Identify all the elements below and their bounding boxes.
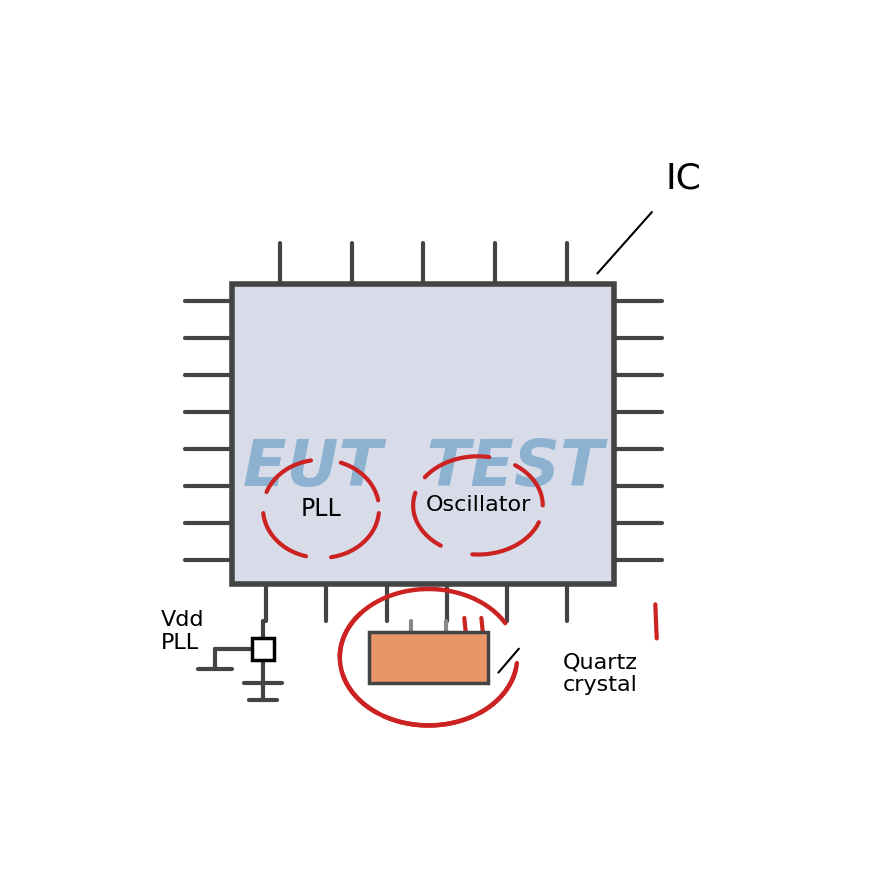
Bar <box>232 284 614 584</box>
Text: EUT  TEST: EUT TEST <box>243 437 603 499</box>
Bar <box>369 632 488 683</box>
Text: IC: IC <box>665 161 702 195</box>
Text: Oscillator: Oscillator <box>425 495 531 516</box>
Text: Quartz
crystal: Quartz crystal <box>563 652 638 696</box>
Bar <box>253 638 274 659</box>
Text: Vdd
PLL: Vdd PLL <box>160 610 204 653</box>
Text: PLL: PLL <box>300 497 341 521</box>
